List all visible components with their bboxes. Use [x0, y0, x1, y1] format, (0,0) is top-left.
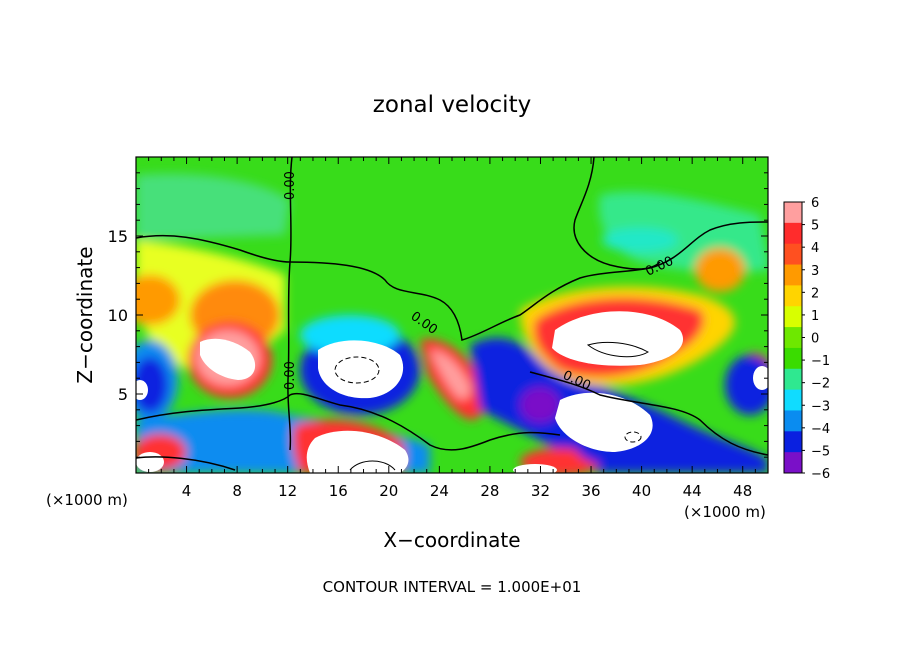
zero-contours	[136, 157, 768, 471]
x-tick-label: 20	[379, 482, 398, 500]
colorbar-swatch	[784, 243, 802, 266]
contour-label: 0.00	[283, 171, 298, 200]
diagonal-pink-core	[430, 350, 471, 400]
colorbar-label: 1	[811, 309, 819, 324]
white-region-right-lower	[555, 392, 653, 452]
white-region-right-upper	[552, 311, 684, 366]
negative-contour-center	[334, 356, 380, 384]
colorbar-label: −1	[811, 354, 830, 369]
chart-title: zonal velocity	[373, 92, 531, 118]
zero-contour-vertical	[287, 157, 293, 451]
white-region-bottom-left	[136, 452, 164, 472]
contour-interval-note: CONTOUR INTERVAL = 1.000E+01	[323, 578, 582, 596]
colorbar-swatch	[784, 347, 802, 370]
colorbar-swatch	[784, 285, 802, 307]
positive-contour-bottom	[349, 460, 396, 471]
x-tick-label: 40	[632, 482, 651, 500]
x-tick-label: 36	[581, 482, 600, 500]
colorbar-swatch	[784, 452, 802, 474]
negative-contour-right	[624, 431, 642, 443]
colorbar-swatch	[784, 222, 802, 245]
colorbar-label: −4	[811, 422, 830, 437]
left-orange-blob	[136, 275, 180, 325]
white-region-bottom-right	[513, 464, 557, 473]
white-region-far-left	[136, 380, 148, 400]
colorbar-swatch	[784, 431, 802, 453]
white-region-far-right	[753, 366, 768, 390]
x-unit-left: (×1000 m)	[46, 491, 128, 509]
colorbar-label: 5	[811, 219, 819, 234]
x-tick-label: 48	[733, 482, 752, 500]
colorbar-swatch	[784, 202, 802, 224]
y-axis-ticks: 5 10 15	[108, 172, 768, 458]
plot-area: 0.00 0.00 0.00 0.00 0.00	[136, 157, 768, 473]
y-axis-label: Z−coordinate	[73, 246, 97, 383]
colorbar-swatch	[784, 264, 802, 286]
zero-contour-right	[529, 371, 768, 456]
y-tick-label: 15	[108, 227, 128, 246]
colorbar-label: 3	[811, 264, 819, 279]
upper-cyan-core	[602, 228, 678, 252]
colorbar-label: −3	[811, 399, 830, 414]
x-axis-label: X−coordinate	[383, 528, 520, 552]
x-tick-label: 8	[232, 482, 242, 500]
colorbar-label: −5	[811, 444, 830, 459]
negative-contours	[334, 356, 642, 443]
colorbar-label: 4	[811, 241, 819, 256]
zero-contour-upper-right	[573, 157, 661, 270]
colorbar-swatch	[784, 410, 802, 432]
x-tick-label: 28	[480, 482, 499, 500]
upper-left-light-band	[136, 173, 290, 240]
x-unit-right: (×1000 m)	[684, 503, 766, 521]
x-axis-ticks: 4 8 12 16 20 24 28 32 36 40 44 48	[148, 157, 756, 500]
colorbar-label: 6	[811, 196, 819, 211]
x-tick-label: 24	[430, 482, 449, 500]
saturated-regions	[136, 311, 768, 473]
zero-contour-middle	[136, 393, 561, 451]
colorbar: 6 5 4 3 2 1 0 −1 −2 −3 −4 −5 −6	[783, 196, 830, 482]
right-orange-spot	[695, 248, 745, 292]
colorbar-swatch	[784, 306, 802, 328]
far-left-deep-blue	[136, 357, 168, 413]
x-tick-label: 16	[329, 482, 348, 500]
y-tick-label: 10	[108, 306, 128, 325]
x-tick-label: 44	[683, 482, 702, 500]
positive-contours	[349, 341, 649, 471]
colorbar-label: −2	[811, 377, 830, 392]
colorbar-swatch	[784, 368, 802, 391]
colorbar-swatch	[784, 389, 802, 411]
y-tick-label: 5	[118, 385, 128, 404]
x-tick-label: 32	[531, 482, 550, 500]
white-region-left	[200, 338, 256, 380]
white-region-center	[318, 340, 404, 399]
colorbar-swatch	[784, 327, 802, 349]
x-tick-label: 12	[278, 482, 297, 500]
center-right-violet	[520, 387, 560, 423]
x-tick-label: 4	[182, 482, 192, 500]
zero-contour-upper	[136, 221, 768, 341]
colorbar-label: −6	[811, 467, 830, 482]
colorbar-label: 0	[811, 332, 819, 347]
positive-contour-right	[586, 341, 649, 358]
colorbar-label: 2	[811, 286, 819, 301]
zero-contour-bottom	[136, 456, 236, 471]
contour-label: 0.00	[283, 361, 298, 390]
